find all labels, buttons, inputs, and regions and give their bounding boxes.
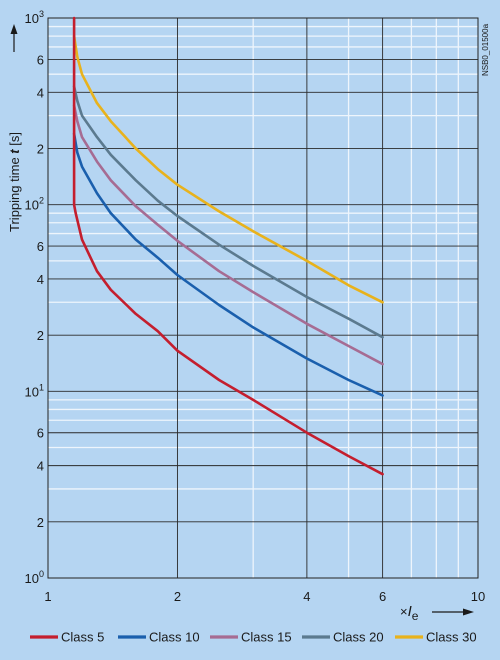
y-axis-title-symbol: t <box>7 149 22 154</box>
y-tick-label: 6 <box>37 426 44 441</box>
legend-label-class-5: Class 5 <box>61 630 104 645</box>
x-axis-title-times: × <box>400 604 408 619</box>
y-axis-title-unit: [s] <box>7 132 22 149</box>
y-tick-mantissa: 10 <box>25 571 39 586</box>
y-tick-label: 2 <box>37 328 44 343</box>
y-tick-exponent: 2 <box>39 196 44 206</box>
y-tick-mantissa: 6 <box>37 426 44 441</box>
y-tick-mantissa: 2 <box>37 515 44 530</box>
legend-label-class-10: Class 10 <box>149 630 200 645</box>
x-axis-title: ×Ie <box>400 603 419 623</box>
x-axis-arrow-head <box>463 608 474 616</box>
y-tick-label: 103 <box>25 9 44 26</box>
y-tick-mantissa: 4 <box>37 272 44 287</box>
y-axis-arrow-head <box>10 24 18 34</box>
y-tick-mantissa: 10 <box>25 11 39 26</box>
y-tick-label: 4 <box>37 459 44 474</box>
x-tick-label: 6 <box>379 589 386 604</box>
y-tick-mantissa: 10 <box>25 384 39 399</box>
legend-label-class-20: Class 20 <box>333 630 384 645</box>
curve-class-5 <box>72 16 384 476</box>
y-tick-mantissa: 2 <box>37 328 44 343</box>
y-tick-label: 2 <box>37 515 44 530</box>
y-axis-title-text: Tripping time <box>7 154 22 232</box>
y-tick-mantissa: 10 <box>25 198 39 213</box>
y-tick-mantissa: 6 <box>37 52 44 67</box>
x-axis-title-subscript: e <box>412 609 419 623</box>
y-tick-mantissa: 6 <box>37 239 44 254</box>
legend-label-class-30: Class 30 <box>426 630 477 645</box>
y-tick-exponent: 3 <box>39 9 44 19</box>
curve-class-20 <box>72 85 384 339</box>
curves <box>72 16 384 476</box>
legend: Class 5 Class 10 Class 15 Class 20 Class 30 <box>30 630 477 645</box>
curve-class-10 <box>72 132 384 397</box>
y-tick-label: 101 <box>25 382 44 399</box>
y-tick-label: 102 <box>25 196 44 213</box>
y-tick-label: 2 <box>37 141 44 156</box>
doc-id: NSB0_01500a <box>481 23 490 76</box>
x-tick-label: 1 <box>44 589 51 604</box>
y-tick-mantissa: 4 <box>37 85 44 100</box>
x-tick-label: 10 <box>471 589 485 604</box>
curve-class-30 <box>72 34 384 304</box>
y-tick-exponent: 0 <box>39 569 44 579</box>
legend-background <box>0 622 500 660</box>
x-tick-labels: 1 2 4 6 10 <box>44 589 485 604</box>
legend-label-class-15: Class 15 <box>241 630 292 645</box>
minor-grid <box>48 18 478 578</box>
y-tick-label: 6 <box>37 239 44 254</box>
x-tick-label: 4 <box>303 589 310 604</box>
y-tick-label: 100 <box>25 569 44 586</box>
y-axis-title: Tripping time t [s] <box>7 132 22 232</box>
x-tick-label: 2 <box>174 589 181 604</box>
y-tick-mantissa: 4 <box>37 459 44 474</box>
y-tick-exponent: 1 <box>39 382 44 392</box>
y-tick-mantissa: 2 <box>37 141 44 156</box>
y-tick-label: 6 <box>37 52 44 67</box>
y-tick-label: 4 <box>37 272 44 287</box>
y-tick-label: 4 <box>37 85 44 100</box>
plot-frame <box>47 17 479 579</box>
x-axis-title-symbol: I <box>408 603 412 620</box>
curve-class-15 <box>72 104 384 366</box>
